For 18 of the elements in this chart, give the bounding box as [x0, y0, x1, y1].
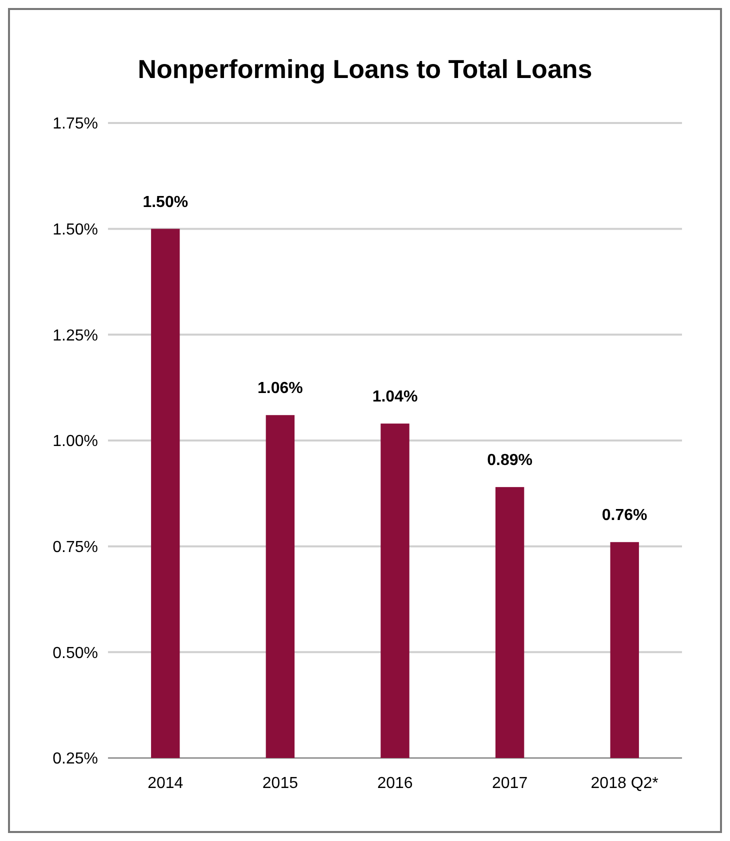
- data-label: 0.89%: [487, 452, 532, 470]
- chart-title: Nonperforming Loans to Total Loans: [138, 54, 592, 84]
- y-tick-label: 0.75%: [52, 538, 98, 556]
- y-tick-label: 0.50%: [52, 644, 98, 662]
- x-tick-label: 2018 Q2*: [590, 775, 658, 792]
- x-tick-label: 2015: [262, 775, 298, 792]
- x-tick-label: 2014: [148, 775, 184, 792]
- data-label: 1.04%: [372, 388, 418, 406]
- y-tick-label: 1.75%: [52, 116, 98, 133]
- x-tick-label: 2016: [377, 775, 413, 792]
- x-tick-label: 2017: [492, 775, 528, 792]
- y-tick-label: 1.25%: [52, 327, 98, 344]
- y-tick-label: 1.50%: [52, 221, 98, 238]
- data-label: 0.76%: [602, 507, 648, 524]
- data-label: 1.50%: [142, 194, 188, 211]
- data-label: 1.06%: [258, 380, 303, 398]
- y-tick-label: 1.00%: [52, 433, 98, 450]
- y-tick-label: 0.25%: [52, 750, 98, 768]
